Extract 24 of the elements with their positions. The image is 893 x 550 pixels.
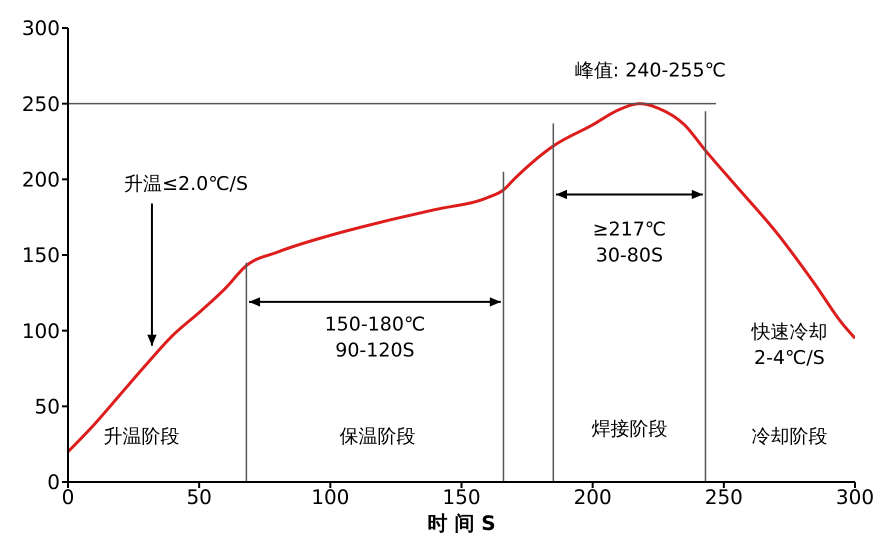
y-tick-label: 100 xyxy=(22,318,60,343)
x-tick-label: 300 xyxy=(836,485,874,510)
annotation: 冷却阶段 xyxy=(751,426,828,448)
line-series xyxy=(68,102,855,454)
y-tick-label: 150 xyxy=(22,243,60,268)
x-tick-label: 150 xyxy=(442,485,481,510)
x-tick-label: 250 xyxy=(704,485,743,510)
annotation: 焊接阶段 xyxy=(591,418,668,440)
annotation: 保温阶段 xyxy=(340,426,416,448)
annotation: 快速冷却 2-4℃/S xyxy=(750,321,828,370)
y-tick-label: 50 xyxy=(34,394,60,418)
annotation: 升温阶段 xyxy=(103,426,180,448)
annotation: 峰值: 240-255℃ xyxy=(574,59,726,82)
y-tick-label: 250 xyxy=(22,92,60,116)
annotation: 升温≤2.0℃/S xyxy=(124,172,248,195)
y-tick-label: 200 xyxy=(22,167,60,192)
x-tick-label: 200 xyxy=(574,485,612,510)
annotation: ≥217℃ 30-80S xyxy=(592,218,666,266)
annotation: 150-180℃ 90-120S xyxy=(324,314,426,362)
y-tick-label: 300 xyxy=(22,16,60,40)
y-tick-label: 0 xyxy=(47,470,60,494)
x-tick-label: 50 xyxy=(186,485,212,510)
x-tick-label: 100 xyxy=(311,485,350,510)
x-axis-title: 时 间 S xyxy=(427,511,496,535)
